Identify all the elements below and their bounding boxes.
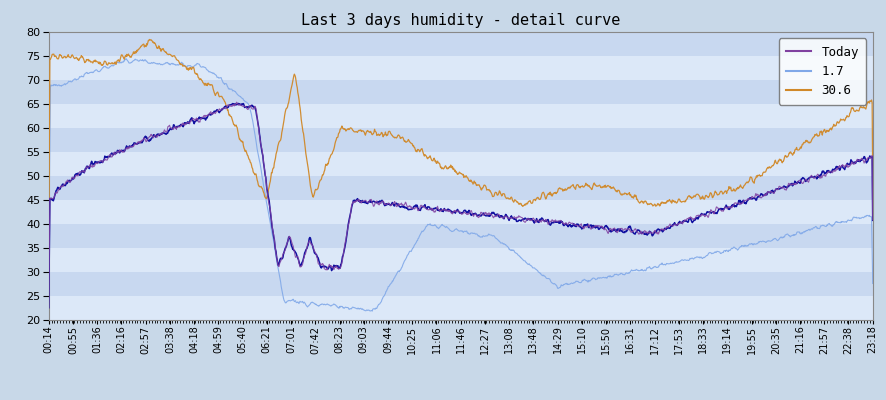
Bar [49, 32, 873, 56]
Bar [49, 296, 873, 320]
Bar [49, 224, 873, 248]
Legend: Today, 1.7, 30.6: Today, 1.7, 30.6 [779, 38, 867, 105]
Bar [49, 56, 873, 80]
Bar [49, 152, 873, 176]
Bar [49, 176, 873, 200]
Title: Last 3 days humidity - detail curve: Last 3 days humidity - detail curve [301, 13, 620, 28]
Bar [49, 104, 873, 128]
Bar [49, 272, 873, 296]
Bar [49, 248, 873, 272]
Bar [49, 200, 873, 224]
Bar [49, 128, 873, 152]
Bar [49, 80, 873, 104]
